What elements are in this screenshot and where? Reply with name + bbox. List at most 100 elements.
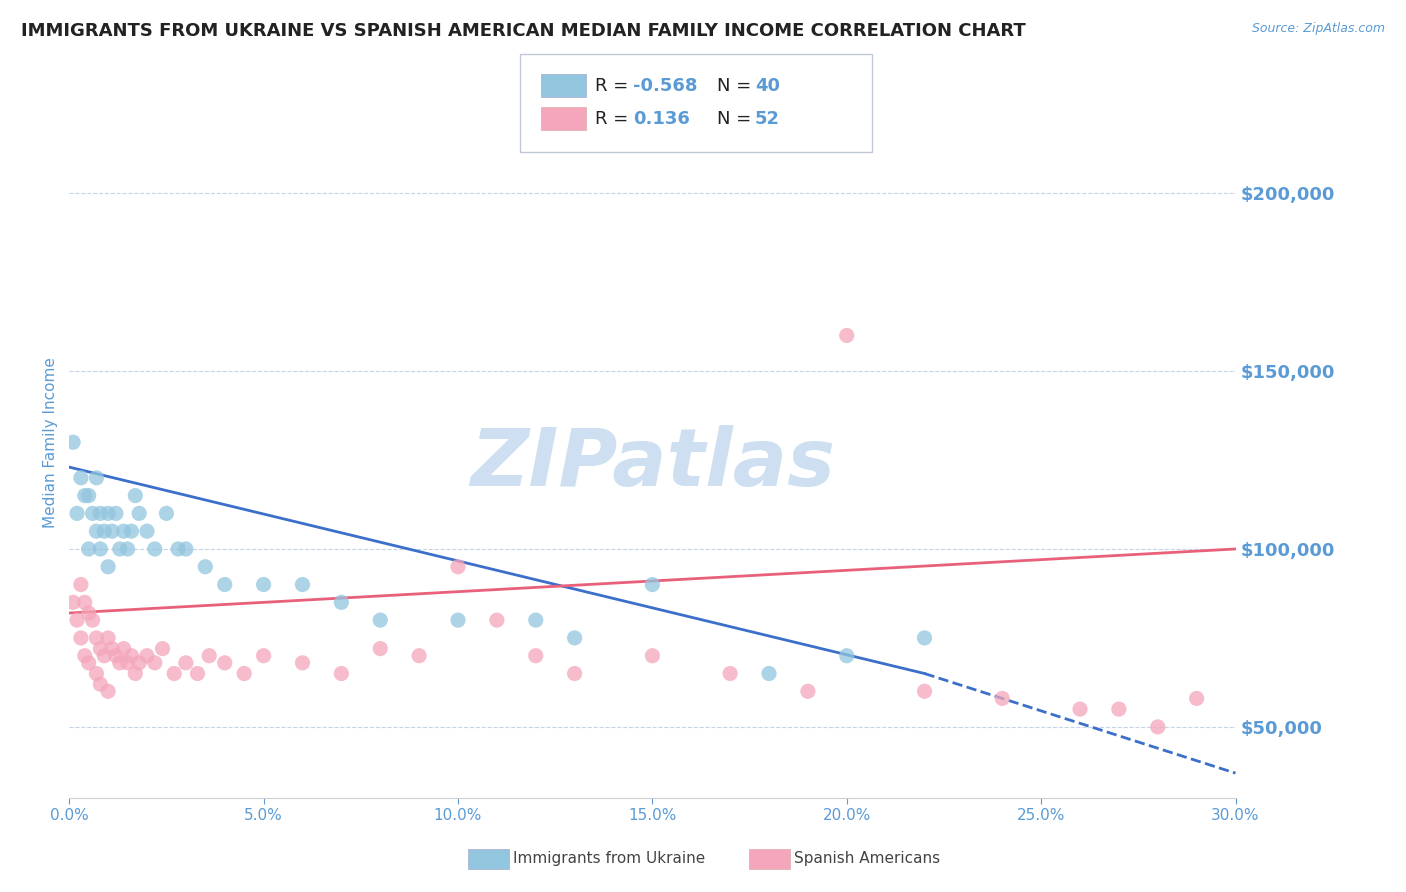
Text: 40: 40	[755, 77, 780, 95]
Text: R =: R =	[595, 77, 634, 95]
Point	[641, 577, 664, 591]
Point	[62, 595, 84, 609]
Point	[1069, 702, 1091, 716]
Point	[89, 677, 111, 691]
Point	[447, 559, 470, 574]
Point	[117, 656, 139, 670]
Point	[66, 507, 89, 521]
Point	[214, 577, 236, 591]
Text: IMMIGRANTS FROM UKRAINE VS SPANISH AMERICAN MEDIAN FAMILY INCOME CORRELATION CHA: IMMIGRANTS FROM UKRAINE VS SPANISH AMERI…	[21, 22, 1026, 40]
Point	[330, 666, 353, 681]
Point	[408, 648, 430, 663]
Point	[291, 656, 314, 670]
Point	[89, 641, 111, 656]
Point	[62, 435, 84, 450]
Point	[143, 656, 166, 670]
Point	[108, 656, 131, 670]
Point	[524, 613, 547, 627]
Point	[73, 595, 96, 609]
Point	[194, 559, 217, 574]
Point	[758, 666, 780, 681]
Point	[108, 541, 131, 556]
Point	[86, 524, 108, 538]
Point	[368, 641, 391, 656]
Point	[914, 684, 936, 698]
Point	[368, 613, 391, 627]
Point	[82, 507, 104, 521]
Point	[73, 489, 96, 503]
Point	[86, 471, 108, 485]
Point	[163, 666, 186, 681]
Point	[89, 507, 111, 521]
Point	[93, 648, 115, 663]
Point	[152, 641, 174, 656]
Point	[174, 656, 197, 670]
Point	[291, 577, 314, 591]
Point	[524, 648, 547, 663]
Text: 0.136: 0.136	[633, 110, 689, 128]
Point	[835, 648, 858, 663]
Point	[718, 666, 741, 681]
Point	[97, 507, 120, 521]
Point	[82, 613, 104, 627]
Point	[128, 656, 150, 670]
Point	[128, 507, 150, 521]
Point	[77, 489, 100, 503]
Y-axis label: Median Family Income: Median Family Income	[44, 357, 58, 528]
Point	[564, 666, 586, 681]
Point	[136, 524, 159, 538]
Point	[485, 613, 508, 627]
Point	[101, 641, 124, 656]
Point	[186, 666, 208, 681]
Point	[97, 559, 120, 574]
Point	[1185, 691, 1208, 706]
Point	[252, 648, 274, 663]
Point	[564, 631, 586, 645]
Point	[73, 648, 96, 663]
Point	[86, 631, 108, 645]
Text: Spanish Americans: Spanish Americans	[794, 851, 941, 865]
Point	[124, 489, 146, 503]
Point	[136, 648, 159, 663]
Point	[70, 471, 93, 485]
Text: -0.568: -0.568	[633, 77, 697, 95]
Point	[214, 656, 236, 670]
Point	[97, 684, 120, 698]
Point	[77, 541, 100, 556]
Point	[641, 648, 664, 663]
Point	[233, 666, 256, 681]
Point	[101, 524, 124, 538]
Point	[70, 631, 93, 645]
Text: ZIPatlas: ZIPatlas	[470, 425, 835, 502]
Point	[97, 631, 120, 645]
Point	[112, 641, 135, 656]
Point	[70, 577, 93, 591]
Point	[330, 595, 353, 609]
Point	[86, 666, 108, 681]
Point	[198, 648, 221, 663]
Point	[77, 606, 100, 620]
Point	[93, 524, 115, 538]
Text: N =: N =	[717, 110, 756, 128]
Point	[104, 648, 127, 663]
Point	[155, 507, 177, 521]
Point	[120, 648, 142, 663]
Text: Source: ZipAtlas.com: Source: ZipAtlas.com	[1251, 22, 1385, 36]
Point	[991, 691, 1014, 706]
Point	[835, 328, 858, 343]
Point	[914, 631, 936, 645]
Point	[77, 656, 100, 670]
Point	[1108, 702, 1130, 716]
Point	[252, 577, 274, 591]
Text: N =: N =	[717, 77, 756, 95]
Point	[124, 666, 146, 681]
Point	[1146, 720, 1168, 734]
Point	[104, 507, 127, 521]
Point	[117, 541, 139, 556]
Point	[120, 524, 142, 538]
Point	[112, 524, 135, 538]
Text: R =: R =	[595, 110, 634, 128]
Point	[447, 613, 470, 627]
Text: Immigrants from Ukraine: Immigrants from Ukraine	[513, 851, 706, 865]
Text: 52: 52	[755, 110, 780, 128]
